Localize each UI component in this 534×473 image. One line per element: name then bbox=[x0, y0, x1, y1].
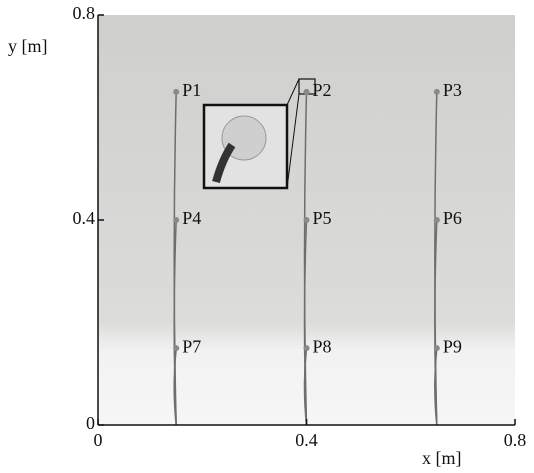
point-label: P5 bbox=[313, 208, 332, 228]
sensor-point bbox=[433, 217, 440, 223]
point-label: P2 bbox=[313, 80, 332, 100]
point-label: P9 bbox=[443, 336, 462, 356]
cable bbox=[173, 219, 177, 426]
point-label: P4 bbox=[182, 208, 201, 228]
cables bbox=[173, 91, 438, 426]
point-label: P8 bbox=[313, 336, 332, 356]
y-tick-label: 0.8 bbox=[73, 3, 96, 23]
sensor-point bbox=[173, 88, 180, 95]
y-axis-label: y [m] bbox=[8, 36, 48, 56]
x-tick-label: 0.8 bbox=[504, 430, 527, 450]
point-label: P1 bbox=[182, 80, 201, 100]
x-tick-label: 0 bbox=[94, 430, 103, 450]
cable bbox=[434, 348, 438, 426]
inset bbox=[202, 78, 316, 190]
sensor-point bbox=[173, 217, 180, 223]
sensor-point bbox=[303, 217, 310, 223]
x-axis-label: x [m] bbox=[422, 448, 462, 468]
cable bbox=[303, 348, 308, 426]
cable bbox=[303, 219, 308, 426]
point-label: P6 bbox=[443, 208, 462, 228]
sensor-point bbox=[173, 345, 180, 352]
y-tick-label: 0.4 bbox=[73, 208, 96, 228]
y-tick-label: 0 bbox=[86, 413, 95, 433]
point-label: P3 bbox=[443, 80, 462, 100]
cable bbox=[173, 348, 177, 426]
sensor-point bbox=[303, 345, 310, 352]
x-tick-label: 0.4 bbox=[295, 430, 318, 450]
sensor-point bbox=[433, 88, 440, 95]
cable bbox=[434, 219, 438, 426]
point-label: P7 bbox=[182, 336, 201, 356]
sensor-point bbox=[433, 345, 440, 352]
sensor-point bbox=[303, 88, 310, 95]
